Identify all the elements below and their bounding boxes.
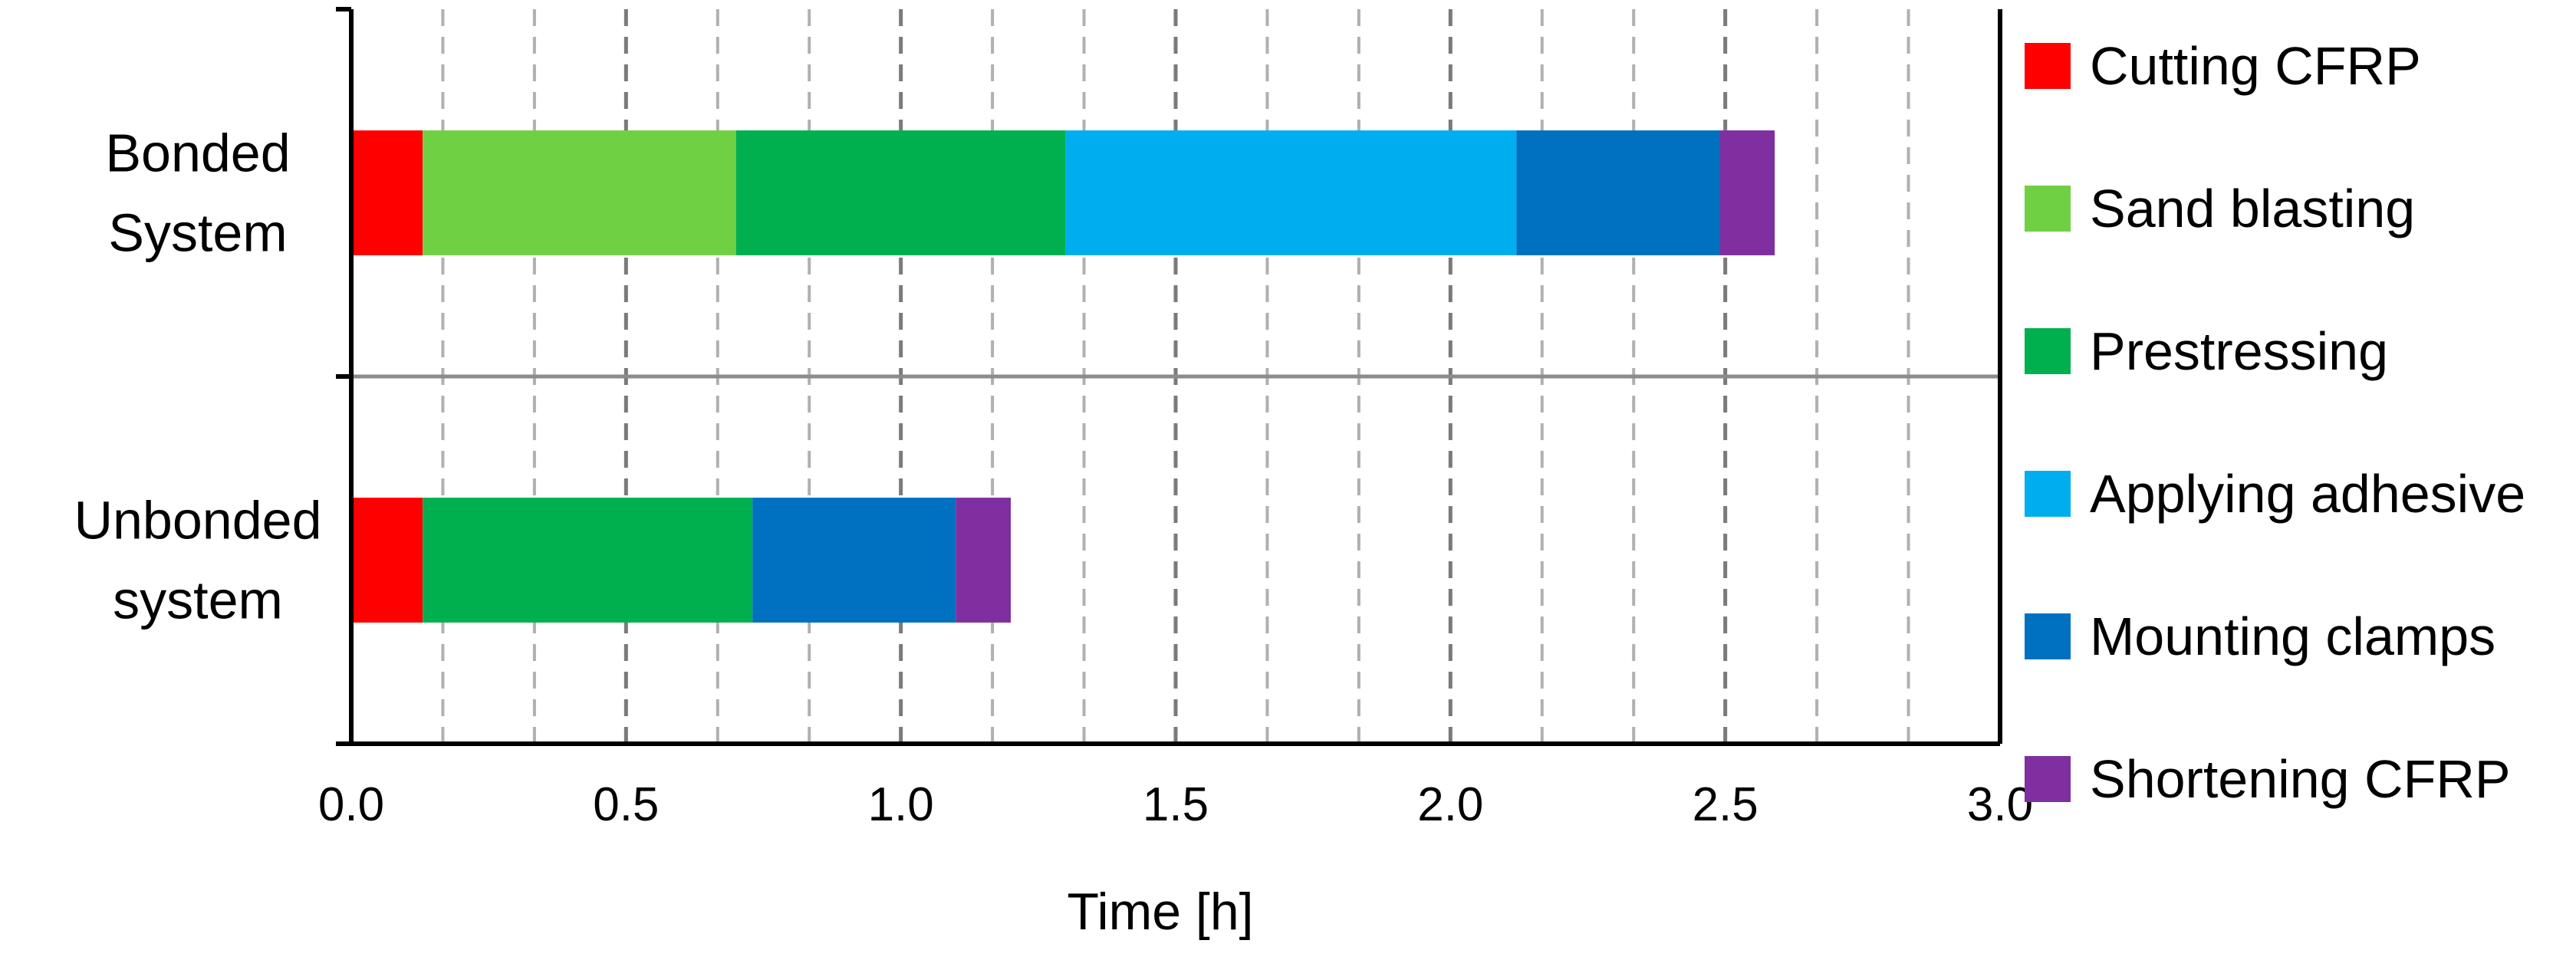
bar-segment-cutting-cfrp — [351, 130, 423, 255]
legend-swatch — [2025, 328, 2071, 374]
bars — [351, 130, 1775, 623]
bar-segment-mounting-clamps — [1516, 130, 1720, 255]
bar-segment-prestressing — [423, 498, 753, 623]
legend-swatch — [2025, 43, 2071, 89]
legend-swatch — [2025, 186, 2071, 232]
x-tick-label: 1.0 — [868, 778, 934, 831]
bar-segment-prestressing — [735, 130, 1066, 255]
x-tick-label: 3.0 — [1967, 778, 2033, 831]
legend: Cutting CFRP Sand blasting Prestressing App… — [2025, 36, 2525, 809]
x-tick-label: 2.0 — [1417, 778, 1483, 831]
legend-swatch — [2025, 756, 2071, 802]
x-tick-label: 0.5 — [593, 778, 659, 831]
legend-swatch — [2025, 471, 2071, 517]
category-label: Bonded — [105, 123, 290, 183]
category-label: system — [113, 570, 283, 630]
bar-segment-cutting-cfrp — [351, 498, 423, 623]
x-tick-label: 1.5 — [1143, 778, 1209, 831]
x-tick-label: 0.0 — [318, 778, 384, 831]
bar-segment-sand-blasting — [423, 130, 736, 255]
legend-label: Applying adhesive — [2090, 464, 2525, 524]
legend-label: Sand blasting — [2090, 179, 2415, 238]
bar-segment-mounting-clamps — [752, 498, 956, 623]
legend-swatch — [2025, 613, 2071, 659]
bar-segment-shortening-cfrp — [956, 498, 1011, 623]
bar-segment-shortening-cfrp — [1719, 130, 1775, 255]
x-tick-label: 2.5 — [1693, 778, 1758, 831]
legend-label: Cutting CFRP — [2090, 36, 2421, 96]
labels: 0.0 0.5 1.0 1.5 2.0 2.5 3.0 Time [h] Bonded Syste… — [74, 123, 2033, 942]
category-label: System — [108, 203, 287, 263]
bar-segment-applying-adhesive — [1065, 130, 1517, 255]
legend-label: Shortening CFRP — [2090, 749, 2511, 809]
x-axis-title: Time [h] — [1067, 883, 1253, 941]
legend-label: Prestressing — [2090, 321, 2388, 381]
axes — [336, 7, 2002, 746]
legend-label: Mounting clamps — [2090, 607, 2495, 666]
category-label: Unbonded — [74, 491, 321, 551]
